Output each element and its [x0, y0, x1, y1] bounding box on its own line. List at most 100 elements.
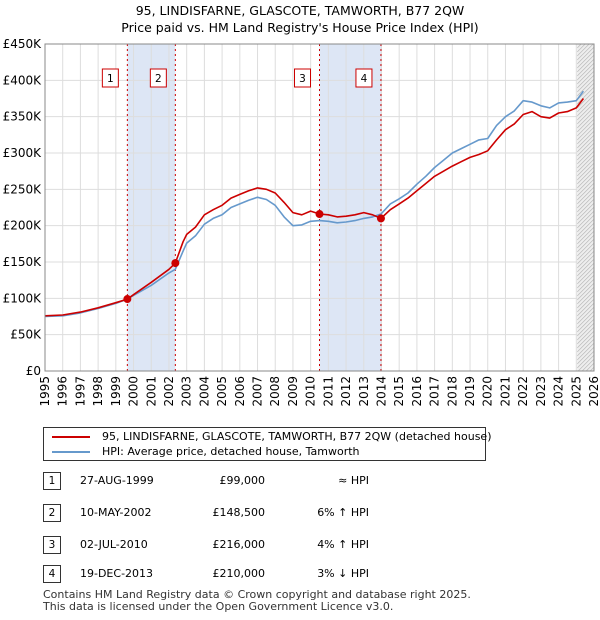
legend-label-hpi: HPI: Average price, detached house, Tamw…: [102, 445, 360, 458]
shaded-ranges: [127, 44, 381, 371]
property-price-line: [44, 98, 585, 317]
transaction-row: 2 10-MAY-2002 £148,500 6% ↑ HPI: [43, 504, 443, 524]
footer-copyright: Contains HM Land Registry data © Crown c…: [43, 588, 471, 601]
forecast-hatch-line: [577, 238, 594, 257]
legend-item-hpi: HPI: Average price, detached house, Tamw…: [52, 444, 360, 459]
y-tick-label: £400K: [3, 73, 43, 87]
footer-licence: This data is licensed under the Open Gov…: [43, 600, 394, 613]
forecast-hatch-line: [577, 106, 594, 125]
forecast-hatch-line: [577, 50, 594, 69]
forecast-hatch-line: [577, 44, 590, 57]
x-tick-label: 2024: [552, 376, 566, 407]
y-tick-label: £200K: [3, 219, 43, 233]
y-tick-label: £350K: [3, 110, 43, 124]
price-chart: 1 2 3 4 £0 £50K £100K £150K £200K £250K £300K £350…: [3, 11, 600, 407]
x-tick-label: 2017: [428, 376, 442, 407]
forecast-hatch-line: [577, 15, 594, 32]
sale-label: 3: [299, 73, 306, 85]
x-tick-label: 2019: [463, 376, 477, 407]
forecast-hatch-line: [577, 170, 594, 189]
forecast-hatch-line: [577, 178, 594, 197]
transaction-number: 4: [43, 565, 61, 583]
forecast-hatch-line: [577, 46, 594, 65]
hpi-line: [44, 90, 585, 318]
x-tick-label: 2018: [445, 376, 459, 407]
x-tick-label: 2007: [251, 376, 265, 407]
forecast-hatch-line: [577, 342, 594, 361]
forecast-hatch-line: [577, 198, 594, 217]
forecast-hatch-line: [577, 11, 594, 28]
forecast-hatch-line: [577, 118, 594, 137]
y-tick-label: £0: [26, 364, 41, 378]
sale-label-box: [294, 68, 311, 88]
transaction-row: 4 19-DEC-2013 £210,000 3% ↓ HPI: [43, 565, 443, 585]
y-tick-label: £300K: [3, 146, 43, 160]
forecast-hatch-line: [577, 150, 594, 169]
transaction-date: 27-AUG-1999: [80, 474, 154, 487]
y-tick-labels: £0 £50K £100K £150K £200K £250K £300K £350K £400…: [3, 37, 43, 378]
plot-frame: [44, 43, 595, 372]
forecast-hatch-line: [577, 102, 594, 121]
forecast-hatch-line: [577, 306, 594, 325]
x-tick-label: 2000: [127, 376, 141, 407]
series-lines: [44, 90, 585, 318]
forecast-hatch-line: [577, 254, 594, 273]
forecast-hatch-line: [577, 274, 594, 293]
legend-swatch-hpi: [52, 451, 90, 453]
forecast-hatch-line: [577, 202, 594, 221]
forecast-hatch-line: [577, 230, 594, 249]
transaction-price: £216,000: [212, 538, 266, 551]
transaction-hpi-comparison: 6% ↑ HPI: [317, 506, 369, 519]
forecast-hatch-line: [577, 54, 594, 73]
transaction-price: £210,000: [212, 567, 266, 580]
forecast-hatch-line: [577, 294, 594, 313]
transaction-row: 3 02-JUL-2010 £216,000 4% ↑ HPI: [43, 536, 443, 556]
forecast-hatch-line: [577, 242, 594, 261]
forecast-hatch-line: [577, 114, 594, 133]
x-tick-label: 2008: [268, 376, 282, 407]
forecast-hatch-line: [577, 258, 594, 277]
y-tick-label: £100K: [3, 291, 43, 305]
forecast-hatch-line: [577, 318, 594, 337]
forecast-hatch-line: [577, 90, 594, 109]
transaction-row: 1 27-AUG-1999 £99,000 ≈ HPI: [43, 472, 443, 492]
forecast-hatch-line: [577, 126, 594, 145]
forecast-hatch-line: [577, 330, 594, 349]
forecast-hatch-line: [577, 82, 594, 101]
x-tick-label: 2011: [321, 376, 335, 407]
forecast-hatch-line: [577, 246, 594, 265]
forecast-hatch-line: [589, 366, 594, 371]
forecast-hatch-line: [577, 290, 594, 309]
x-tick-label: 2020: [481, 376, 495, 407]
forecast-hatch-line: [577, 86, 594, 105]
forecast-hatch-line: [577, 174, 594, 193]
title-line-1: 95, LINDISFARNE, GLASCOTE, TAMWORTH, B77…: [135, 3, 465, 18]
transaction-number: 3: [43, 536, 61, 554]
legend-label-property: 95, LINDISFARNE, GLASCOTE, TAMWORTH, B77…: [102, 430, 492, 443]
forecast-hatch-line: [577, 138, 594, 157]
forecast-hatch-line: [585, 362, 594, 371]
x-tick-label: 2021: [498, 376, 512, 407]
x-tick-label: 2009: [286, 376, 300, 407]
forecast-hatch-line: [577, 334, 594, 353]
forecast-hatch-line: [577, 286, 594, 305]
forecast-hatch-line: [577, 130, 594, 149]
axes: [44, 43, 595, 372]
forecast-hatch-line: [577, 266, 594, 285]
forecast-hatch-line: [577, 182, 594, 201]
forecast-hatch-line: [577, 218, 594, 237]
sale-label: 1: [107, 73, 114, 85]
forecast-hatch-line: [577, 250, 594, 269]
sale-label: 2: [155, 73, 162, 85]
x-tick-label: 1999: [109, 376, 123, 407]
transaction-number: 2: [43, 504, 61, 522]
y-tick-label: £450K: [3, 37, 43, 51]
forecast-hatch-line: [577, 142, 594, 161]
transaction-date: 02-JUL-2010: [80, 538, 148, 551]
x-tick-label: 2014: [374, 376, 388, 407]
forecast-hatch-line: [577, 282, 594, 301]
forecast-hatch-line: [577, 326, 594, 345]
forecast-hatch-line: [577, 298, 594, 317]
x-tick-label: 2006: [233, 376, 247, 407]
forecast-hatch-line: [577, 338, 594, 357]
